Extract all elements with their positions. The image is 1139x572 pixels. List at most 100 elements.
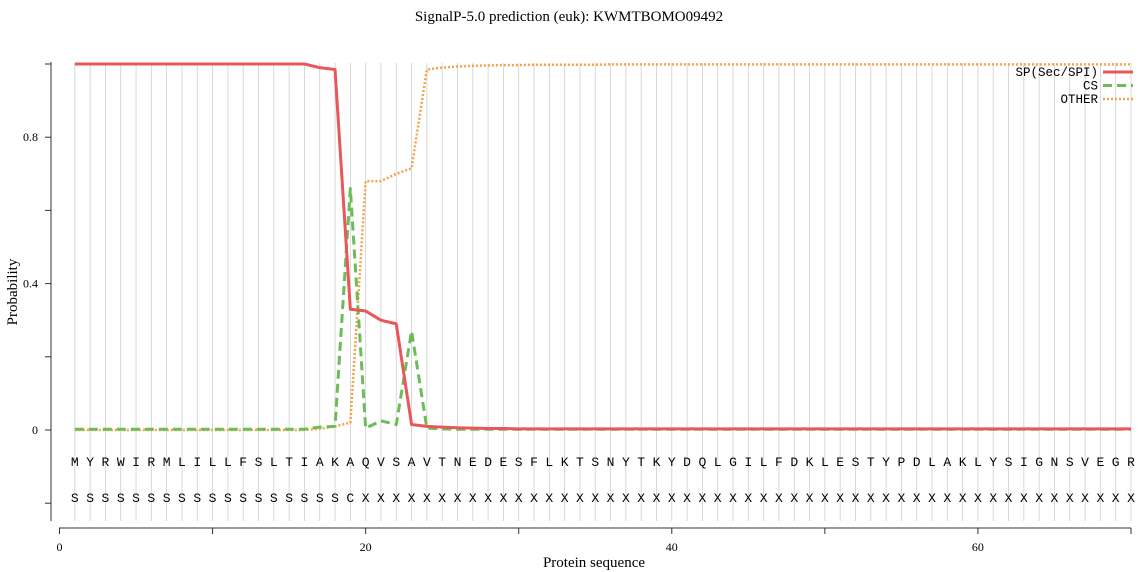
residue-label: S (255, 491, 263, 506)
residue-label: X (454, 491, 462, 506)
residue-label: X (637, 491, 645, 506)
residue-label: S (193, 491, 201, 506)
residue-label: X (714, 491, 722, 506)
x-tick-label: 20 (360, 540, 372, 554)
series-lines (74, 62, 1131, 432)
series-line-other (74, 63, 1131, 432)
residue-label: X (1081, 491, 1089, 506)
sequence-residue: K (653, 455, 661, 470)
sequence-residue: N (607, 455, 615, 470)
sequence-residue: Y (668, 455, 676, 470)
sequence-residue: W (117, 455, 125, 470)
residue-label: X (744, 491, 752, 506)
legend-label: OTHER (1060, 93, 1098, 107)
sequence-residue: I (301, 455, 309, 470)
sequence-residue: D (913, 455, 921, 470)
y-tick-label: 0.4 (23, 277, 38, 291)
sequence-residue: F (239, 455, 247, 470)
y-axis-label: Probability (5, 258, 21, 325)
residue-label: S (239, 491, 247, 506)
residue-label: X (913, 491, 921, 506)
axes: 0 0.4 0.8 0 20 40 60 (23, 62, 1132, 554)
residue-label: X (545, 491, 553, 506)
residue-label: X (897, 491, 905, 506)
residue-label: X (852, 491, 860, 506)
sequence-residue: G (729, 455, 737, 470)
sequence-residue: M (71, 455, 79, 470)
sequence-residue: L (178, 455, 186, 470)
residue-label: X (775, 491, 783, 506)
sequence-residue: Y (989, 455, 997, 470)
residue-label: X (943, 491, 951, 506)
sequence-residue: V (1081, 455, 1089, 470)
residue-label: X (576, 491, 584, 506)
residue-label: X (484, 491, 492, 506)
residue-label: X (790, 491, 798, 506)
sequence-residue: L (974, 455, 982, 470)
sequence-residue: A (346, 455, 354, 470)
residue-label: X (959, 491, 967, 506)
sequence-residue: T (637, 455, 645, 470)
sequence-residue: P (897, 455, 905, 470)
sequence-residue: S (515, 455, 523, 470)
residue-label: X (1005, 491, 1013, 506)
residue-label: S (178, 491, 186, 506)
sequence-residue: G (1035, 455, 1043, 470)
chart-title: SignalP-5.0 prediction (euk): KWMTBOMO09… (415, 9, 723, 25)
sequence-residue: F (775, 455, 783, 470)
series-line-cs (74, 186, 1131, 431)
sequence-residue: N (1051, 455, 1059, 470)
sequence-residue: E (500, 455, 508, 470)
x-axis-label: Protein sequence (543, 555, 645, 571)
x-tick-label: 60 (972, 540, 984, 554)
sequence-residue: R (1127, 455, 1135, 470)
residue-label: X (515, 491, 523, 506)
sequence-residue: T (576, 455, 584, 470)
sequence-residue: D (484, 455, 492, 470)
residue-label: X (729, 491, 737, 506)
sequence-residue: S (852, 455, 860, 470)
y-tick-label: 0.8 (23, 130, 38, 144)
residue-label: X (1020, 491, 1028, 506)
grid (74, 63, 1132, 521)
sequence-residue: D (683, 455, 691, 470)
residue-label: S (285, 491, 293, 506)
sequence-residue: I (744, 455, 752, 470)
sequence-residue: Q (698, 455, 706, 470)
residue-label: X (377, 491, 385, 506)
residue-label: X (698, 491, 706, 506)
sequence-residue: K (331, 455, 339, 470)
residue-label: X (591, 491, 599, 506)
residue-label: X (668, 491, 676, 506)
residue-label: S (163, 491, 171, 506)
residue-label: S (86, 491, 94, 506)
sequence-residue: L (209, 455, 217, 470)
residue-label: X (867, 491, 875, 506)
residue-label: S (71, 491, 79, 506)
sequence-residue: V (377, 455, 385, 470)
residue-label: C (346, 491, 354, 506)
sequence-residue: L (714, 455, 722, 470)
residue-label: X (1112, 491, 1120, 506)
sequence-residue: D (790, 455, 798, 470)
residue-label: S (117, 491, 125, 506)
sequence-residue: S (392, 455, 400, 470)
sequence-residue: L (928, 455, 936, 470)
residue-label: S (270, 491, 278, 506)
sequence-residue: Y (622, 455, 630, 470)
sequence-residue: S (255, 455, 263, 470)
residue-label: X (423, 491, 431, 506)
sequence-residue: K (561, 455, 569, 470)
sequence-residue: S (1066, 455, 1074, 470)
residue-label: X (989, 491, 997, 506)
residue-label: X (362, 491, 370, 506)
residue-label: X (1051, 491, 1059, 506)
residue-label: X (500, 491, 508, 506)
residue-label: X (1127, 491, 1135, 506)
series-line-sp-sec-spi (74, 62, 1131, 431)
residue-label: S (224, 491, 232, 506)
residue-label: X (607, 491, 615, 506)
sequence-residue: A (408, 455, 416, 470)
residue-label: X (438, 491, 446, 506)
